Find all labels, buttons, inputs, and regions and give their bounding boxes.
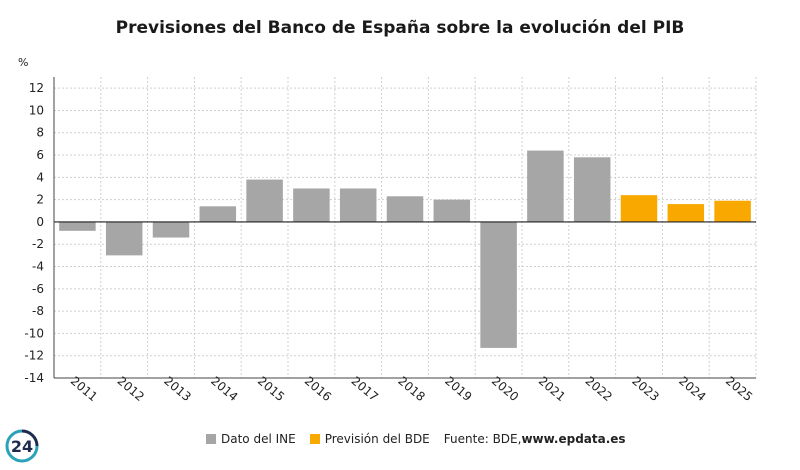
legend-item-bde: Previsión del BDE <box>309 432 430 446</box>
chart-title: Previsiones del Banco de España sobre la… <box>115 18 685 38</box>
y-tick-label: 4 <box>36 170 44 184</box>
logo-text: 24 <box>11 437 33 456</box>
bar-2021 <box>527 150 564 222</box>
legend-item-ine: Dato del INE <box>206 432 296 446</box>
y-tick-label: -6 <box>32 282 44 296</box>
bar-2012 <box>105 221 143 256</box>
y-tick-label: -10 <box>24 326 44 340</box>
y-axis-unit-label: % <box>18 56 29 69</box>
bar-2024 <box>667 204 705 222</box>
y-tick-label: 10 <box>29 103 44 117</box>
axis-layer <box>53 77 756 379</box>
source-note: Fuente: BDE, www.epdata.es <box>444 432 626 446</box>
bar-2023 <box>620 195 658 222</box>
y-tick-label: 0 <box>36 215 44 229</box>
bar-2011 <box>59 221 96 231</box>
bar-2025 <box>714 200 751 222</box>
y-tick-label: -2 <box>32 237 44 251</box>
y-tick-label: -8 <box>32 304 44 318</box>
bar-2022 <box>573 157 611 222</box>
y-tick-label: 12 <box>29 81 44 95</box>
legend-swatch-bde <box>309 434 320 444</box>
y-tick-label: 2 <box>36 193 44 207</box>
bar-2015 <box>246 179 283 222</box>
source-prefix: Fuente: BDE, <box>443 432 522 446</box>
legend-label-ine: Dato del INE <box>221 432 296 446</box>
y-tick-label: -12 <box>24 349 44 363</box>
y-tick-label: 6 <box>36 148 44 162</box>
bar-2020 <box>480 221 517 348</box>
bar-2014 <box>199 206 237 222</box>
x-tick-labels: 2011 2012 2013 2014 2015 2016 2017 2018 2019 2020… <box>68 374 756 404</box>
bar-2018 <box>386 196 424 222</box>
legend: Dato del INE Previsión del BDE Fuente: B… <box>206 432 640 446</box>
bar-2017 <box>339 188 377 222</box>
y-tick-label: -14 <box>24 371 44 385</box>
y-tick-label: 8 <box>36 126 44 140</box>
brand-logo-icon: 24 <box>5 429 39 463</box>
y-tick-label: -4 <box>32 260 44 274</box>
legend-swatch-ine <box>206 434 216 444</box>
bar-2013 <box>152 221 190 238</box>
bar-2019 <box>433 199 471 222</box>
bars-layer <box>59 150 751 348</box>
y-tick-labels: 12 10 8 6 4 2 0 -2 -4 -6 -8 -10 -12 -14 <box>24 81 44 385</box>
bar-2016 <box>293 188 330 222</box>
source-site-link[interactable]: www.epdata.es <box>521 432 626 446</box>
legend-label-bde: Previsión del BDE <box>324 432 430 446</box>
